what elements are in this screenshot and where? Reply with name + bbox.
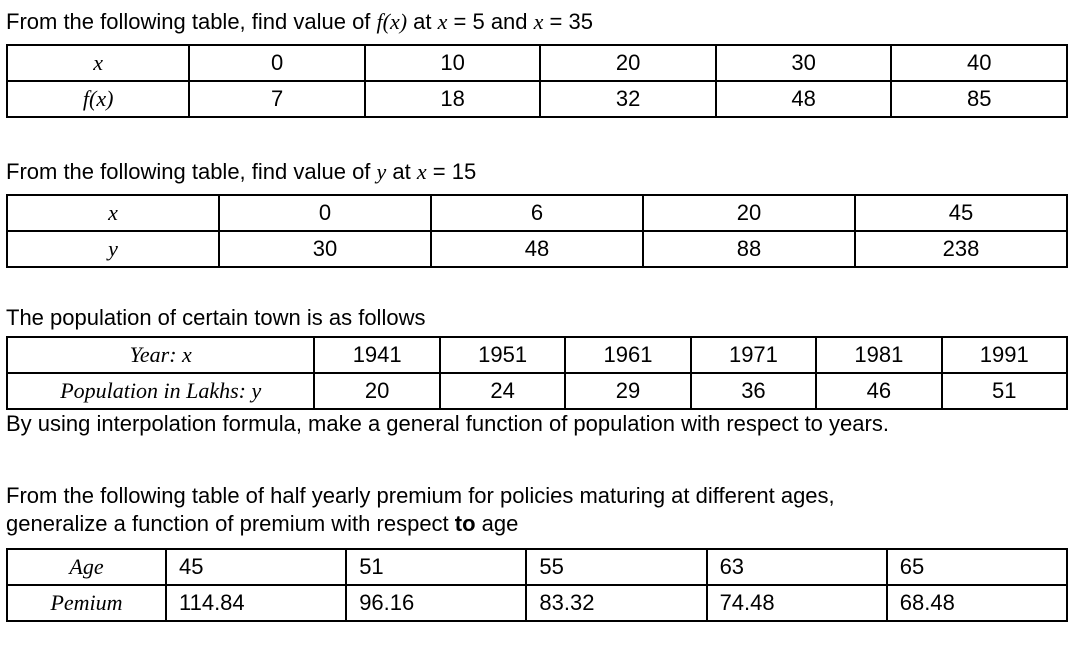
cell-population-value: 51 (940, 372, 1069, 410)
problem4-heading-line1: From the following table of half yearly … (6, 483, 835, 508)
table-row-age: Age 45 51 55 63 65 (6, 548, 1069, 586)
table-row-x: x 0 6 20 45 (6, 194, 1068, 232)
table-row-premium: Pemium 114.84 96.16 83.32 74.48 68.48 (6, 584, 1069, 622)
cell-y-value: 30 (218, 230, 432, 268)
problem3-heading: The population of certain town is as fol… (6, 304, 1068, 332)
cell-population-value: 29 (564, 372, 692, 410)
cell-x-value: 0 (218, 194, 432, 232)
cell-fx-value: 48 (714, 80, 893, 118)
table-population: Year: x 1941 1951 1961 1971 1981 1991 Po… (5, 336, 1069, 410)
cell-age-value: 63 (705, 548, 888, 586)
cell-population-value: 46 (815, 372, 943, 410)
cell-premium-value: 96.16 (345, 584, 528, 622)
row-label-age: Age (6, 548, 167, 586)
problem4-heading-line2: generalize a function of premium with re… (6, 510, 1068, 538)
cell-x-value: 0 (188, 44, 366, 82)
cell-premium-value: 83.32 (525, 584, 708, 622)
cell-fx-value: 32 (539, 80, 717, 118)
cell-premium-value: 68.48 (885, 584, 1069, 622)
math-y: y (376, 159, 387, 184)
row-label-x: x (6, 194, 220, 232)
cell-x-value: 20 (642, 194, 856, 232)
table-row-population: Population in Lakhs: y 20 24 29 36 46 51 (5, 372, 1069, 410)
cell-age-value: 45 (164, 548, 348, 586)
table-row-x: x 0 10 20 30 40 (5, 44, 1068, 82)
cell-premium-value: 114.84 (164, 584, 348, 622)
cell-y-value: 48 (430, 230, 644, 268)
cell-population-value: 24 (438, 372, 567, 410)
math-x: x (437, 9, 448, 34)
cell-y-value: 238 (854, 230, 1068, 268)
heading-text: From the following table, find value of (6, 9, 377, 34)
table-row-year: Year: x 1941 1951 1961 1971 1981 1991 (5, 336, 1069, 374)
heading-text: = 15 (426, 159, 477, 184)
heading-text: = 5 and (447, 9, 534, 34)
cell-x-value: 45 (854, 194, 1068, 232)
table-row-y: y 30 48 88 238 (6, 230, 1068, 268)
cell-fx-value: 18 (363, 80, 542, 118)
heading-text: generalize a function of premium with re… (6, 511, 455, 536)
heading-text: at (386, 159, 417, 184)
cell-age-value: 51 (345, 548, 528, 586)
heading-text: The population of certain town is as fol… (6, 305, 426, 330)
cell-fx-value: 7 (188, 80, 366, 118)
cell-age-value: 55 (525, 548, 708, 586)
cell-year-value: 1981 (815, 336, 943, 374)
heading-text: From the following table, find value of (6, 159, 377, 184)
cell-population-value: 36 (689, 372, 818, 410)
table-row-fx: f(x) 7 18 32 48 85 (5, 80, 1068, 118)
cell-fx-value: 85 (890, 80, 1068, 118)
cell-year-value: 1961 (564, 336, 692, 374)
cell-x-value: 20 (539, 44, 717, 82)
math-x: x (533, 9, 544, 34)
row-label-y: y (6, 230, 220, 268)
cell-population-value: 20 (313, 372, 441, 410)
row-label-x: x (5, 44, 191, 82)
cell-x-value: 10 (363, 44, 542, 82)
row-label-year: Year: x (5, 336, 316, 374)
cell-age-value: 65 (885, 548, 1069, 586)
problem3-instruction: By using interpolation formula, make a g… (6, 411, 889, 436)
cell-year-value: 1951 (438, 336, 567, 374)
cell-y-value: 88 (642, 230, 856, 268)
row-label-fx: f(x) (5, 80, 191, 118)
heading-text: age (475, 511, 519, 536)
problem2-heading: From the following table, find value of … (6, 158, 1068, 186)
table-premium: Age 45 51 55 63 65 Pemium 114.84 96.16 8… (6, 548, 1069, 622)
cell-premium-value: 74.48 (705, 584, 888, 622)
problem1-heading: From the following table, find value of … (6, 8, 1068, 36)
cell-year-value: 1991 (940, 336, 1069, 374)
heading-text: at (407, 9, 438, 34)
cell-x-value: 40 (890, 44, 1068, 82)
table-fx-values: x 0 10 20 30 40 f(x) 7 18 32 48 85 (5, 44, 1068, 118)
row-label-population: Population in Lakhs: y (5, 372, 316, 410)
row-label-premium: Pemium (6, 584, 167, 622)
heading-text-bold: to (454, 511, 476, 536)
heading-text: = 35 (543, 9, 593, 34)
cell-year-value: 1941 (313, 336, 441, 374)
math-fx: f(x) (376, 9, 408, 34)
math-x: x (416, 159, 427, 184)
table-xy-values: x 0 6 20 45 y 30 48 88 238 (6, 194, 1068, 268)
cell-x-value: 30 (714, 44, 893, 82)
cell-year-value: 1971 (689, 336, 818, 374)
cell-x-value: 6 (430, 194, 644, 232)
